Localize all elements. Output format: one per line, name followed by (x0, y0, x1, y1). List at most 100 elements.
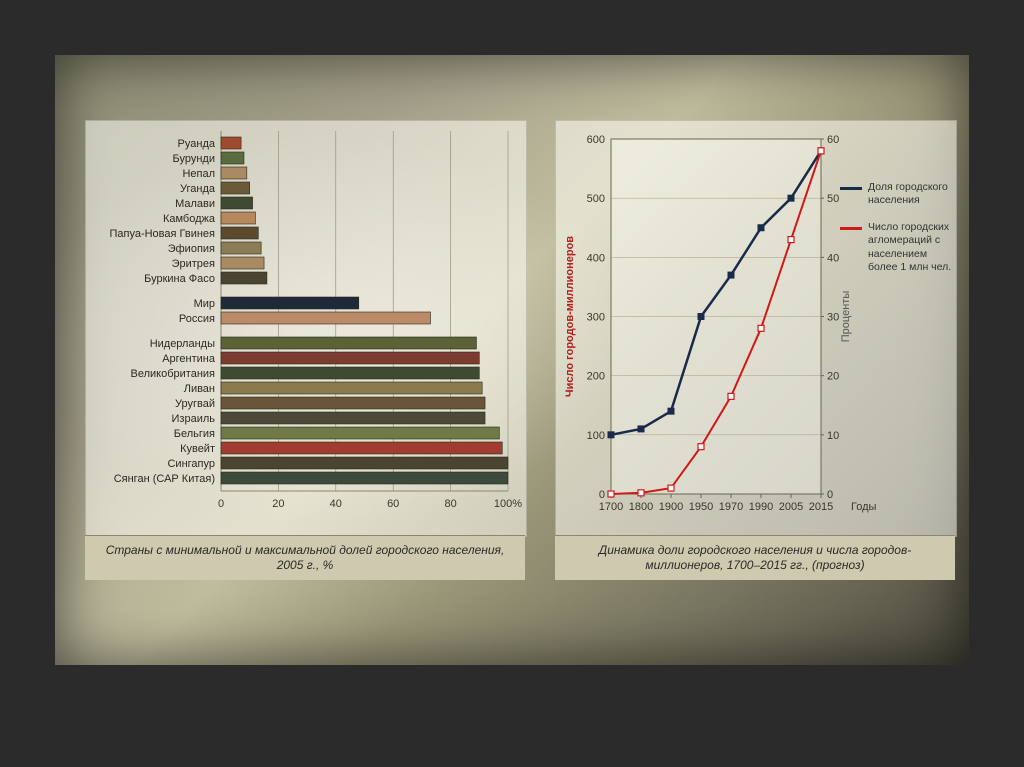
marker (608, 491, 614, 497)
svg-text:50: 50 (827, 193, 839, 205)
bar-label: Папуа-Новая Гвинея (109, 228, 215, 240)
bar (221, 472, 508, 484)
svg-text:600: 600 (587, 134, 605, 146)
marker (758, 225, 764, 231)
bar (221, 337, 476, 349)
line-chart-panel: 0100200300400500600010203040506017001800… (555, 120, 957, 537)
marker (818, 148, 824, 154)
bar (221, 457, 508, 469)
bar (221, 272, 267, 284)
bar-label: Ливан (184, 383, 215, 395)
legend-swatch (840, 227, 862, 230)
svg-text:30: 30 (827, 312, 839, 324)
svg-text:2015: 2015 (809, 501, 833, 513)
legend-item: Доля городского населения (840, 181, 958, 207)
bar (221, 212, 255, 224)
bar-label: Малави (175, 198, 215, 210)
bar-label: Аргентина (162, 353, 216, 365)
bar (221, 257, 264, 269)
bar (221, 137, 241, 149)
bar-label: Кувейт (180, 443, 215, 455)
svg-text:40: 40 (330, 498, 342, 510)
line-chart-caption-text: Динамика доли городского населения и чис… (561, 543, 949, 573)
svg-text:400: 400 (587, 252, 605, 264)
bar (221, 312, 431, 324)
svg-text:1950: 1950 (689, 501, 713, 513)
slide-stage: 0 20 40 60 80 100% Руанда Бурунди Непал Уганда Мал… (0, 0, 1024, 767)
marker (788, 237, 794, 243)
bar-label: Сянган (САР Китая) (114, 473, 215, 485)
bar-label: Буркина Фасо (144, 273, 215, 285)
bar-label: Сингапур (167, 458, 215, 470)
bar-chart-svg: 0 20 40 60 80 100% Руанда Бурунди Непал Уганда Мал… (86, 121, 526, 536)
bar (221, 182, 250, 194)
bar (221, 397, 485, 409)
bar-label: Уругвай (175, 398, 215, 410)
svg-text:500: 500 (587, 193, 605, 205)
marker (728, 272, 734, 278)
marker (638, 490, 644, 496)
svg-text:10: 10 (827, 430, 839, 442)
marker (758, 325, 764, 331)
line-chart-legend: Доля городского населения Число городских… (840, 181, 958, 288)
line-chart-caption: Динамика доли городского населения и чис… (555, 535, 955, 580)
svg-text:20: 20 (272, 498, 284, 510)
bar-label: Великобритания (131, 368, 216, 380)
bar-chart-caption-text: Страны с минимальной и максимальной доле… (91, 543, 519, 573)
svg-text:2005: 2005 (779, 501, 803, 513)
svg-text:Число городов-миллионеров: Число городов-миллионеров (564, 236, 576, 397)
svg-text:300: 300 (587, 312, 605, 324)
legend-swatch (840, 187, 862, 190)
bar-label: Руанда (178, 138, 216, 150)
marker (728, 393, 734, 399)
bar (221, 382, 482, 394)
bar-label: Эритрея (172, 258, 215, 270)
bar-label: Мир (194, 298, 215, 310)
bar-label: Бурунди (173, 153, 216, 165)
marker (608, 432, 614, 438)
marker (698, 314, 704, 320)
bar-label: Уганда (180, 183, 216, 195)
bar (221, 412, 485, 424)
bar-label: Россия (179, 313, 215, 325)
svg-text:Годы: Годы (851, 501, 877, 513)
svg-text:0: 0 (827, 489, 833, 501)
svg-text:0: 0 (218, 498, 224, 510)
svg-text:1970: 1970 (719, 501, 743, 513)
marker (638, 426, 644, 432)
marker (668, 485, 674, 491)
svg-text:200: 200 (587, 371, 605, 383)
marker (698, 444, 704, 450)
svg-text:60: 60 (827, 134, 839, 146)
legend-label: Доля городского населения (868, 181, 958, 207)
bar (221, 167, 247, 179)
legend-item: Число городских агломераций с населением… (840, 221, 958, 274)
bar-label: Камбоджа (163, 213, 216, 225)
svg-text:100: 100 (587, 430, 605, 442)
bar-label: Эфиопия (168, 243, 215, 255)
svg-text:40: 40 (827, 252, 839, 264)
svg-text:1700: 1700 (599, 501, 623, 513)
svg-text:80: 80 (444, 498, 456, 510)
bar-label: Израиль (172, 413, 216, 425)
bar (221, 152, 244, 164)
svg-text:1990: 1990 (749, 501, 773, 513)
bar-label: Нидерланды (150, 338, 215, 350)
marker (668, 408, 674, 414)
bar (221, 227, 258, 239)
bar-label: Бельгия (174, 428, 215, 440)
svg-text:60: 60 (387, 498, 399, 510)
marker (788, 195, 794, 201)
svg-text:1900: 1900 (659, 501, 683, 513)
bar (221, 427, 499, 439)
bar (221, 242, 261, 254)
svg-text:1800: 1800 (629, 501, 653, 513)
bar (221, 442, 502, 454)
bar (221, 352, 479, 364)
svg-text:100%: 100% (494, 498, 522, 510)
bar-label: Непал (182, 168, 215, 180)
bar (221, 197, 253, 209)
svg-text:0: 0 (599, 489, 605, 501)
svg-text:Проценты: Проценты (840, 291, 852, 343)
bar (221, 367, 479, 379)
